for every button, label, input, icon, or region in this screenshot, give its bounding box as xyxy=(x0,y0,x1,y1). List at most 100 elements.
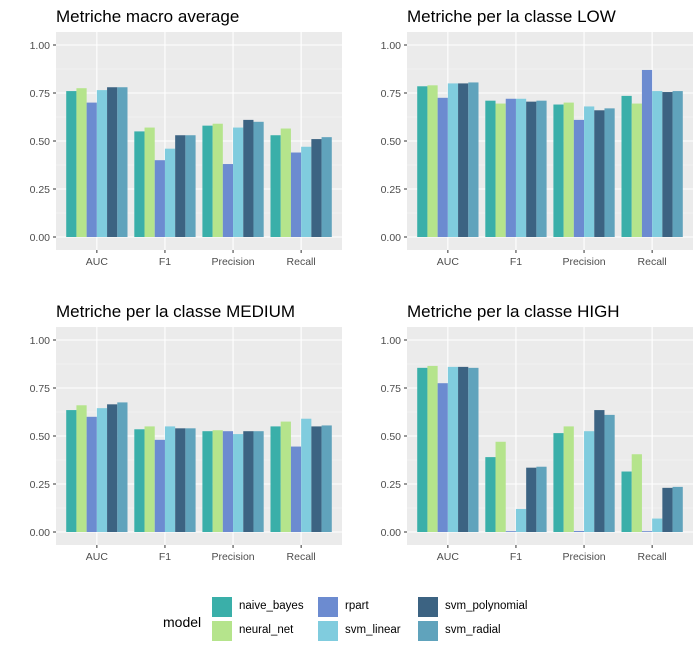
bar xyxy=(662,92,673,237)
bar xyxy=(66,410,77,532)
bar xyxy=(270,426,281,532)
legend-label: neural_net xyxy=(239,624,294,636)
x-tick-label: F1 xyxy=(510,256,522,268)
bar xyxy=(662,487,673,532)
bar xyxy=(631,454,642,532)
bar xyxy=(584,106,595,237)
y-tick-label: 0.00 xyxy=(381,232,402,244)
bar xyxy=(536,466,547,532)
y-tick-label: 0.25 xyxy=(381,184,402,196)
bar xyxy=(526,101,537,237)
y-tick-label: 0.00 xyxy=(30,232,51,244)
bar xyxy=(233,127,244,237)
chart-title: Metriche per la classe MEDIUM xyxy=(56,302,295,321)
legend: model naive_bayes neural_net rpart svm_l… xyxy=(160,594,580,644)
bar xyxy=(233,434,244,532)
bar xyxy=(164,426,176,532)
y-tick-label: 0.25 xyxy=(30,184,51,196)
bar xyxy=(505,531,516,532)
bar xyxy=(175,428,186,532)
bar xyxy=(96,90,108,238)
bar xyxy=(202,125,213,237)
bar xyxy=(417,86,428,237)
bar xyxy=(96,408,108,532)
bar xyxy=(107,404,118,532)
y-tick-label: 1.00 xyxy=(381,335,402,347)
chart-title: Metriche macro average xyxy=(56,7,239,26)
y-tick-label: 0.75 xyxy=(381,88,402,100)
chart-panel: Metriche per la classe HIGH 0.00 0.25 0.50 0… xyxy=(381,302,693,563)
bar xyxy=(458,366,469,532)
bar xyxy=(641,69,653,238)
bar xyxy=(621,95,632,237)
x-tick-label: Precision xyxy=(562,551,605,563)
y-tick-label: 1.00 xyxy=(381,40,402,52)
y-tick-label: 1.00 xyxy=(30,335,51,347)
bar xyxy=(117,402,128,532)
bar xyxy=(584,431,595,532)
x-tick-label: Precision xyxy=(562,256,605,268)
legend-label: rpart xyxy=(345,600,369,612)
bar xyxy=(321,425,332,532)
bar xyxy=(290,446,302,532)
bar xyxy=(594,410,605,532)
bar xyxy=(447,83,459,238)
legend-swatch xyxy=(318,621,338,641)
bar xyxy=(427,85,438,237)
bar xyxy=(270,135,281,237)
legend-label: svm_linear xyxy=(345,624,401,636)
bar xyxy=(641,531,653,532)
charts-figure: Metriche macro average 0.00 0.25 0.50 0.75 1.… xyxy=(30,7,693,563)
bar xyxy=(604,108,615,237)
chart-panel: Metriche per la classe MEDIUM 0.00 0.25 0.5… xyxy=(30,302,342,563)
bar xyxy=(164,148,176,237)
bar xyxy=(144,127,155,237)
legend-swatch xyxy=(212,621,232,641)
bar xyxy=(672,486,683,532)
bar xyxy=(515,98,527,237)
x-tick-label: Precision xyxy=(211,256,254,268)
y-tick-label: 0.00 xyxy=(30,527,51,539)
y-tick-label: 0.50 xyxy=(381,136,402,148)
legend-swatch xyxy=(318,597,338,617)
bar xyxy=(652,91,663,237)
bar xyxy=(290,152,302,237)
bar xyxy=(458,83,469,238)
bar xyxy=(253,431,264,532)
chart-panel: Metriche per la classe LOW 0.00 0.25 0.50 0.… xyxy=(381,7,693,268)
chart-panel: Metriche macro average 0.00 0.25 0.50 0.75 1.… xyxy=(30,7,342,268)
bar xyxy=(427,365,438,532)
x-tick-label: Recall xyxy=(638,256,667,268)
bar xyxy=(553,104,564,238)
x-tick-label: Recall xyxy=(638,551,667,563)
y-tick-label: 0.50 xyxy=(30,431,51,443)
x-tick-label: AUC xyxy=(86,256,109,268)
bar xyxy=(134,131,145,237)
bar xyxy=(495,441,506,532)
bar xyxy=(417,367,428,532)
x-tick-label: Recall xyxy=(287,551,316,563)
bar xyxy=(243,119,254,237)
bar xyxy=(117,87,128,238)
bar xyxy=(280,421,291,532)
y-tick-label: 0.50 xyxy=(381,431,402,443)
bar xyxy=(631,103,642,237)
bar xyxy=(447,366,459,532)
bar xyxy=(573,119,585,237)
y-tick-label: 1.00 xyxy=(30,40,51,52)
bar xyxy=(553,433,564,532)
chart-title: Metriche per la classe LOW xyxy=(407,7,616,26)
x-tick-label: AUC xyxy=(437,551,460,563)
bar xyxy=(301,146,312,237)
bar xyxy=(144,426,155,532)
bar xyxy=(526,467,537,532)
bar xyxy=(515,508,527,532)
bar xyxy=(185,135,196,237)
bar xyxy=(495,103,506,237)
bar xyxy=(86,416,97,532)
bar xyxy=(573,531,585,532)
y-tick-label: 0.50 xyxy=(30,136,51,148)
bar xyxy=(212,430,223,532)
x-tick-label: Recall xyxy=(287,256,316,268)
bar xyxy=(76,405,87,532)
